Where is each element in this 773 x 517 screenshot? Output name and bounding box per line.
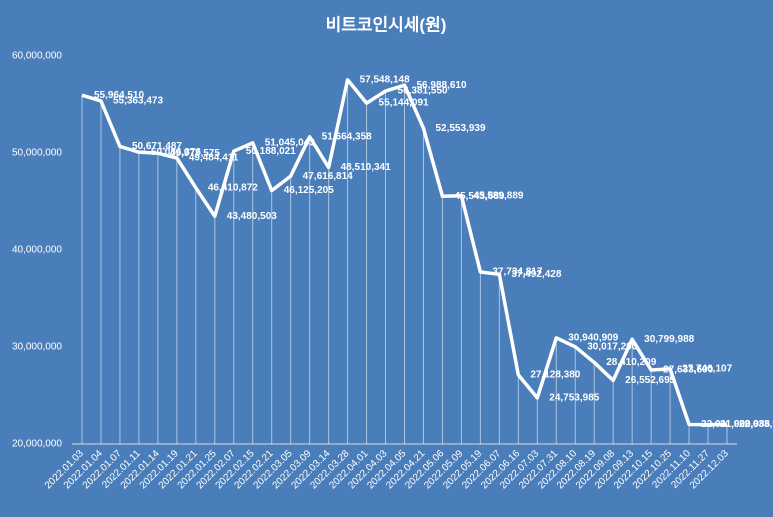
y-tick-label: 20,000,000	[12, 439, 62, 450]
value-label: 46,410,872	[208, 182, 258, 193]
value-label: 56,381,550	[398, 86, 448, 97]
value-label: 47,616,814	[303, 171, 353, 182]
y-tick-label: 50,000,000	[12, 148, 62, 159]
value-label: 28,410,209	[606, 357, 656, 368]
value-label: 37,492,428	[511, 269, 561, 280]
y-tick-label: 30,000,000	[12, 342, 62, 353]
value-label: 55,144,091	[379, 98, 429, 109]
chart-title: 비트코인시세(원)	[326, 15, 447, 34]
value-label: 27,128,380	[530, 369, 580, 380]
value-label: 22,033,986	[739, 419, 773, 430]
value-label: 45,589,889	[473, 190, 523, 201]
value-label: 46,125,205	[284, 185, 334, 196]
value-label: 37,734,817	[492, 267, 542, 278]
value-label: 52,553,939	[435, 123, 485, 134]
value-label: 43,480,503	[227, 211, 277, 222]
value-label: 51,045,043	[265, 138, 315, 149]
y-tick-label: 40,000,000	[12, 245, 62, 256]
value-label: 24,753,985	[549, 393, 599, 404]
value-label: 26,552,695	[625, 375, 675, 386]
value-label: 45,543,889	[454, 191, 504, 202]
value-label: 55,964,510	[94, 90, 144, 101]
y-tick-label: 60,000,000	[12, 51, 62, 62]
value-label: 50,086,376	[151, 147, 201, 158]
value-label: 22,011,000	[701, 419, 751, 430]
value-label: 48,510,341	[341, 162, 391, 173]
value-label: 56,988,610	[417, 80, 467, 91]
value-label: 51,664,358	[322, 131, 372, 142]
value-label: 50,188,021	[246, 146, 296, 157]
value-label: 30,017,200	[587, 341, 637, 352]
value-label: 50,671,487	[132, 141, 182, 152]
value-label: 30,799,988	[644, 334, 694, 345]
line	[81, 78, 728, 427]
value-label: 27,633,600	[663, 365, 713, 376]
value-label: 55,363,473	[113, 96, 163, 107]
value-label: 49,484,411	[189, 153, 239, 164]
value-label: 30,940,909	[568, 333, 618, 344]
value-label: 57,548,148	[360, 74, 410, 85]
value-label: 49,977,575	[170, 148, 220, 159]
value-label: 27,746,107	[682, 364, 732, 375]
value-label: 21,999,986	[720, 419, 770, 430]
